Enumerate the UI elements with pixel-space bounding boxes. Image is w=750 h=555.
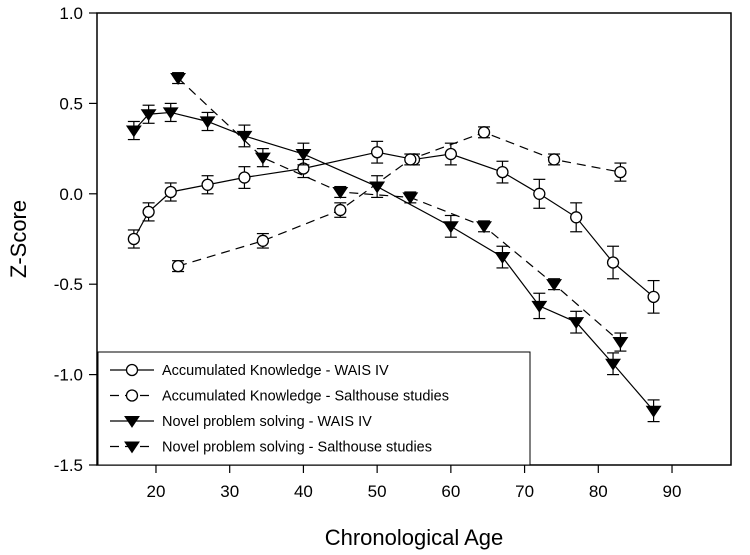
series-0 [127,140,660,314]
data-point [614,165,627,179]
data-point [533,187,546,200]
data-point [612,337,629,349]
y-tick-label: -1.5 [54,456,83,475]
data-point [476,221,492,234]
series-line [177,77,621,343]
y-tick-label: 0.0 [59,185,83,204]
data-point [546,279,563,292]
data-point [140,109,157,122]
axes: 20 30 40 50 60 70 80 90 -1.5 -1.0 -0.5 0.0 0.5 1.0 [54,4,732,501]
legend-box [97,351,531,466]
x-tick-label: 60 [441,482,460,501]
y-tick-label: 0.5 [59,94,83,113]
data-point [531,300,548,313]
data-point [404,153,417,166]
y-tick-label: -1.0 [54,366,83,385]
data-point [547,153,561,166]
data-point [162,107,179,120]
data-point [605,358,621,371]
y-tick-label: -0.5 [54,275,83,294]
legend-marker [124,441,140,454]
data-point [494,252,511,264]
data-point [332,186,349,199]
data-point [236,130,253,143]
x-axis-title: Chronological Age [325,525,504,550]
series-3 [170,72,629,352]
data-point [164,185,177,199]
x-tick-label: 30 [220,482,239,501]
data-point [370,146,384,159]
data-point [369,181,386,194]
legend: Accumulated Knowledge - WAIS IV Accumulat… [97,351,531,466]
data-point [125,125,142,138]
y-axis-title: Z-Score [6,200,31,278]
data-point [570,211,583,224]
data-point [142,205,155,219]
legend-label: Novel problem solving - Salthouse studie… [162,440,432,456]
x-tick-label: 80 [589,482,608,501]
legend-label: Accumulated Knowledge - Salthouse studie… [162,389,449,405]
data-point [645,405,662,418]
data-point [477,126,491,139]
series-line [133,151,654,298]
data-point [170,73,187,85]
x-tick-label: 20 [147,482,166,501]
legend-marker [125,389,139,402]
data-point [199,116,216,129]
data-point [238,171,251,184]
series-1 [171,126,627,273]
series-group [125,72,662,423]
legend-marker [125,363,139,377]
data-point [442,221,459,234]
series-line [177,131,621,267]
data-point [444,147,458,161]
series-2 [125,102,662,423]
data-point [254,152,271,165]
data-point [568,317,585,330]
data-point [334,203,347,217]
data-point [402,192,419,205]
legend-label: Accumulated Knowledge - WAIS IV [162,363,389,379]
x-tick-label: 50 [368,482,387,501]
data-point [647,290,660,304]
data-point [256,234,270,247]
x-tick-label: 40 [294,482,313,501]
data-point [171,259,185,273]
data-point [127,232,141,246]
y-tick-label: 1.0 [59,4,83,23]
legend-label: Novel problem solving - WAIS IV [162,414,372,430]
data-point [201,178,214,191]
data-point [295,148,312,161]
x-tick-label: 70 [515,482,534,501]
data-point [496,165,509,179]
x-tick-label: 90 [663,482,682,501]
data-point [606,256,620,269]
legend-marker [124,415,140,428]
